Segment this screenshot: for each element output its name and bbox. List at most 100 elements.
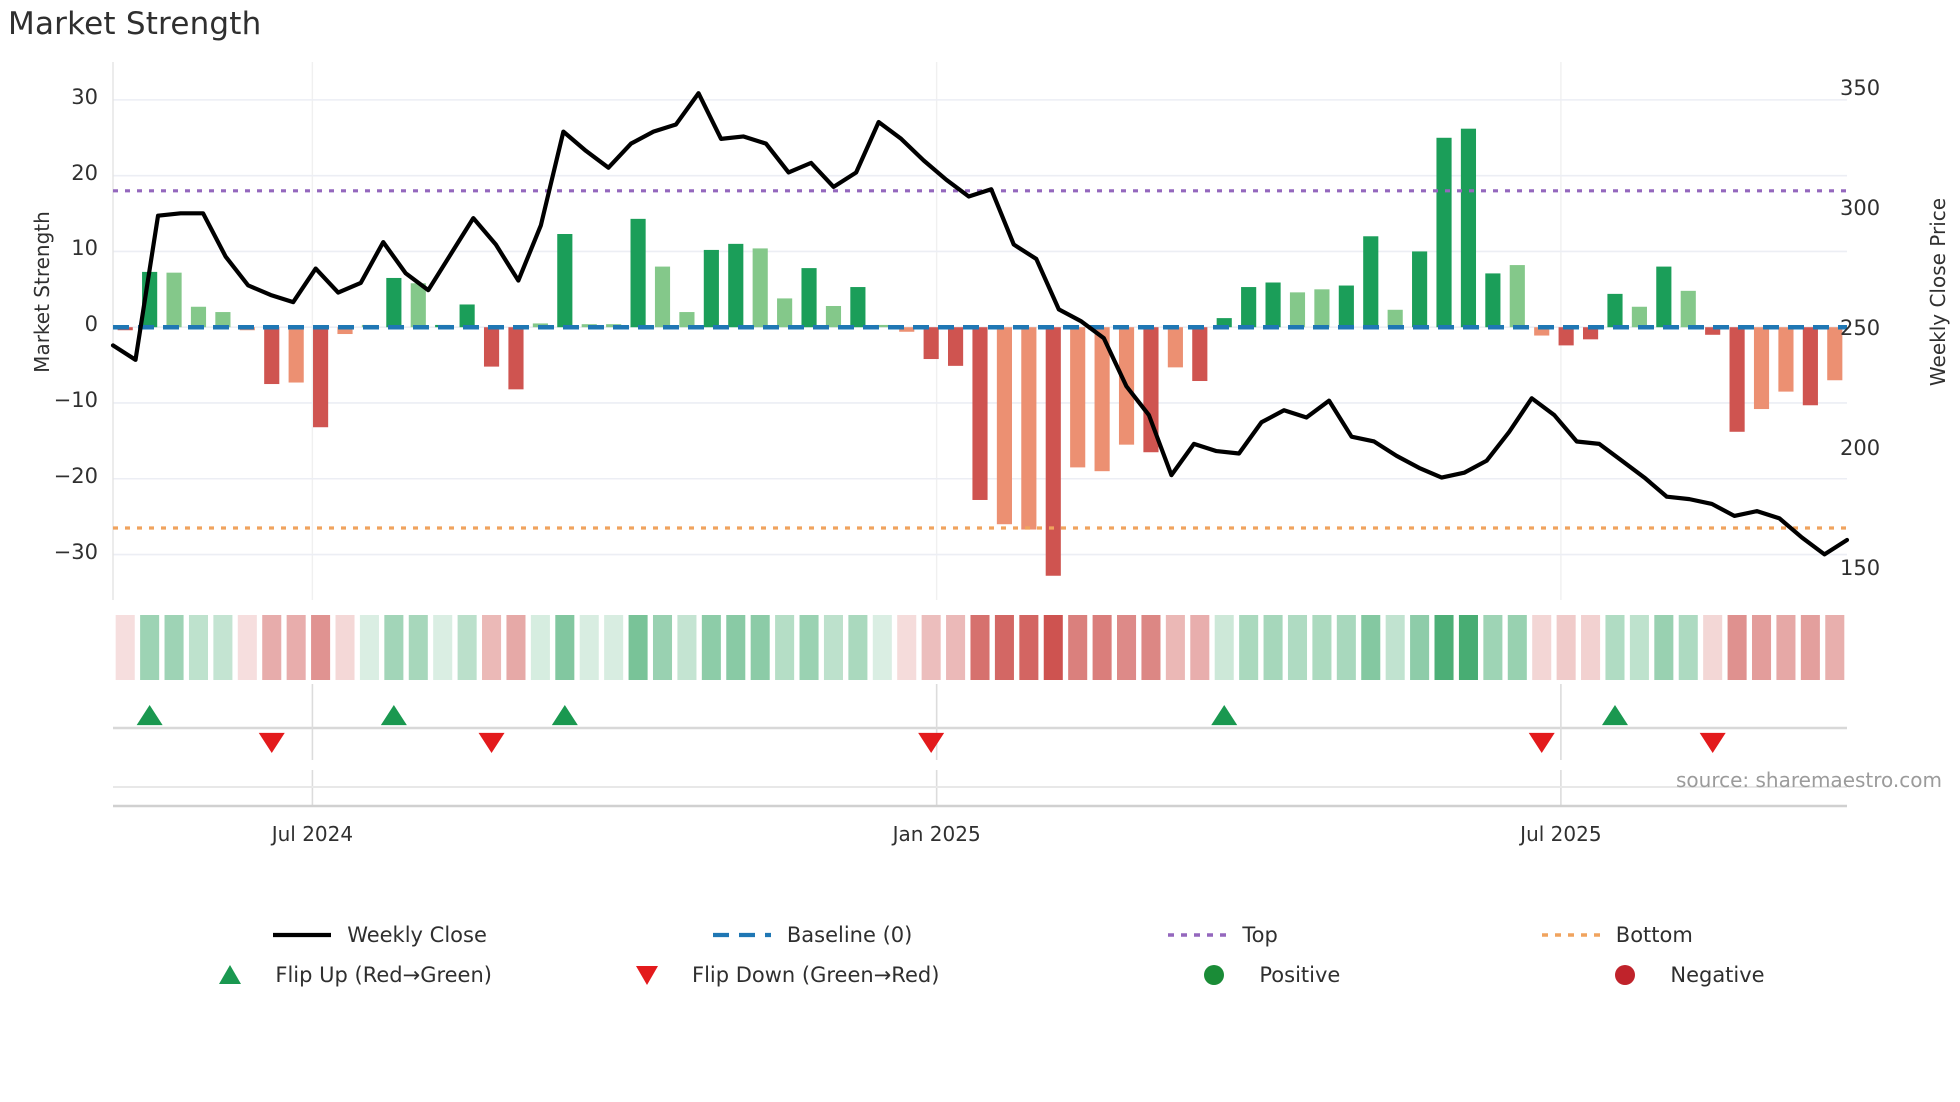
strength-bar[interactable] (1289, 292, 1306, 328)
strength-bar[interactable] (899, 327, 915, 332)
flip-down-marker[interactable] (1699, 732, 1726, 753)
flip-down-marker[interactable] (918, 732, 945, 753)
heatmap-cell[interactable] (848, 615, 868, 680)
strength-bar[interactable] (1680, 290, 1696, 328)
heatmap-cell[interactable] (823, 615, 843, 680)
strength-bar[interactable] (1558, 327, 1574, 346)
strength-bar[interactable] (1802, 327, 1818, 406)
strength-bar[interactable] (459, 304, 475, 328)
heatmap-cell[interactable] (1727, 615, 1747, 680)
strength-bar[interactable] (1656, 266, 1672, 328)
strength-bar[interactable] (1216, 318, 1232, 328)
heatmap-cell[interactable] (652, 615, 673, 680)
heatmap-cell[interactable] (1117, 615, 1137, 680)
legend-item-positive[interactable]: Positive (1179, 955, 1340, 995)
strength-bar[interactable] (410, 283, 426, 328)
strength-bar[interactable] (972, 327, 988, 500)
heatmap-cell[interactable] (433, 615, 453, 680)
heatmap-cell[interactable] (506, 615, 526, 680)
flip-up-marker[interactable] (380, 705, 407, 726)
strength-bar[interactable] (850, 287, 866, 328)
strength-bar[interactable] (483, 327, 500, 367)
heatmap-cell[interactable] (1703, 615, 1723, 680)
strength-bar[interactable] (1338, 285, 1354, 328)
flip-down-marker[interactable] (258, 732, 285, 753)
strength-bar[interactable] (1314, 289, 1330, 328)
strength-bar[interactable] (728, 243, 744, 328)
strength-bar[interactable] (1631, 306, 1647, 328)
flip-up-marker[interactable] (551, 705, 578, 726)
heatmap-cell[interactable] (1776, 615, 1796, 680)
heatmap-cell[interactable] (335, 615, 355, 680)
heatmap-cell[interactable] (1751, 615, 1772, 680)
strength-bar[interactable] (703, 249, 719, 328)
strength-bar[interactable] (801, 268, 817, 328)
heatmap-cell[interactable] (1800, 615, 1820, 680)
heatmap-cell[interactable] (897, 615, 917, 680)
heatmap-cell[interactable] (628, 615, 648, 680)
flip-down-marker[interactable] (1528, 732, 1555, 753)
heatmap-cell[interactable] (262, 615, 282, 680)
heatmap-cell[interactable] (799, 615, 819, 680)
strength-bar[interactable] (1753, 327, 1770, 410)
heatmap-cell[interactable] (359, 615, 379, 680)
heatmap-cell[interactable] (1556, 615, 1576, 680)
strength-bar[interactable] (1778, 327, 1794, 392)
heatmap-cell[interactable] (286, 615, 306, 680)
heatmap-cell[interactable] (140, 615, 160, 680)
strength-bar[interactable] (264, 327, 280, 385)
flip-down-marker[interactable] (478, 732, 505, 753)
strength-bar[interactable] (386, 277, 402, 328)
strength-bar[interactable] (166, 272, 182, 328)
strength-bar[interactable] (313, 327, 329, 428)
heatmap-cell[interactable] (1434, 615, 1454, 680)
flip-up-marker[interactable] (1211, 705, 1238, 726)
heatmap-cell[interactable] (1678, 615, 1698, 680)
heatmap-cell[interactable] (677, 615, 697, 680)
strength-bar[interactable] (752, 248, 768, 328)
heatmap-cell[interactable] (1507, 615, 1527, 680)
heatmap-cell[interactable] (311, 615, 331, 680)
heatmap-cell[interactable] (994, 615, 1014, 680)
heatmap-cell[interactable] (1019, 615, 1039, 680)
legend-item-bottom[interactable]: Bottom (1536, 915, 1693, 955)
strength-bar[interactable] (874, 324, 890, 328)
legend-item-weekly-close[interactable]: Weekly Close (267, 915, 487, 955)
strength-bar[interactable] (825, 305, 842, 328)
strength-bar[interactable] (1192, 327, 1208, 382)
heatmap-cell[interactable] (1629, 615, 1649, 680)
heatmap-cell[interactable] (408, 615, 428, 680)
heatmap-cell[interactable] (872, 615, 892, 680)
heatmap-cell[interactable] (1263, 615, 1283, 680)
strength-bar[interactable] (288, 327, 304, 383)
strength-bar[interactable] (1070, 327, 1086, 468)
strength-bar[interactable] (679, 312, 695, 328)
heatmap-cell[interactable] (1361, 615, 1381, 680)
heatmap-cell[interactable] (1287, 615, 1308, 680)
heatmap-cell[interactable] (1043, 615, 1063, 680)
strength-bar[interactable] (1045, 327, 1061, 576)
heatmap-cell[interactable] (482, 615, 502, 680)
heatmap-cell[interactable] (237, 615, 257, 680)
heatmap-cell[interactable] (1092, 615, 1112, 680)
heatmap-cell[interactable] (530, 615, 550, 680)
heatmap-cell[interactable] (1581, 615, 1601, 680)
strength-bar[interactable] (1412, 251, 1428, 328)
legend-item-baseline-0[interactable]: Baseline (0) (707, 915, 912, 955)
strength-bar[interactable] (996, 327, 1012, 525)
heatmap-cell[interactable] (701, 615, 721, 680)
strength-bar[interactable] (923, 327, 939, 360)
heatmap-cell[interactable] (384, 615, 404, 680)
heatmap-cell[interactable] (1825, 615, 1845, 680)
heatmap-cell[interactable] (970, 615, 990, 680)
strength-bar[interactable] (1167, 327, 1183, 368)
strength-bar[interactable] (1460, 128, 1477, 328)
strength-bar[interactable] (1485, 273, 1501, 328)
heatmap-cell[interactable] (1165, 615, 1185, 680)
heatmap-cell[interactable] (1312, 615, 1332, 680)
strength-bar[interactable] (1436, 137, 1452, 328)
strength-bar[interactable] (190, 306, 207, 328)
heatmap-cell[interactable] (1141, 615, 1161, 680)
strength-bar[interactable] (1143, 327, 1159, 453)
strength-bar[interactable] (1021, 327, 1037, 530)
